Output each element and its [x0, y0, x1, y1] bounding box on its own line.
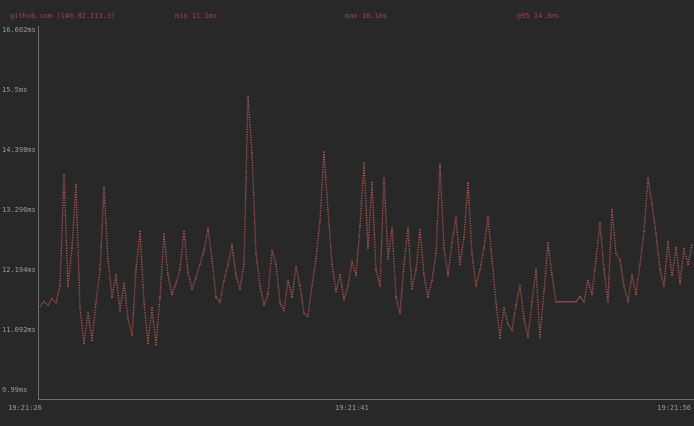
- x-tick-start: 19:21:26: [8, 404, 42, 412]
- y-tick-label: 12.194ms: [2, 266, 36, 274]
- host-label: github.com (140.82.113.3): [10, 12, 116, 20]
- x-tick-end: 19:21:56: [657, 404, 691, 412]
- x-tick-middle: 19:21:41: [335, 404, 369, 412]
- y-tick-label: 15.5ms: [2, 86, 28, 94]
- y-tick-label: 16.602ms: [2, 26, 36, 34]
- y-tick-label: 11.092ms: [2, 326, 36, 334]
- x-axis-line: [38, 399, 694, 400]
- y-tick-label: 9.99ms: [2, 386, 28, 394]
- p95-stat-label: p95 14.3ms: [517, 12, 560, 20]
- y-axis-line: [38, 26, 39, 400]
- y-tick-label: 13.296ms: [2, 206, 36, 214]
- max-stat-label: max 16.1ms: [345, 12, 388, 20]
- min-stat-label: min 11.1ms: [175, 12, 218, 20]
- y-tick-label: 14.398ms: [2, 146, 36, 154]
